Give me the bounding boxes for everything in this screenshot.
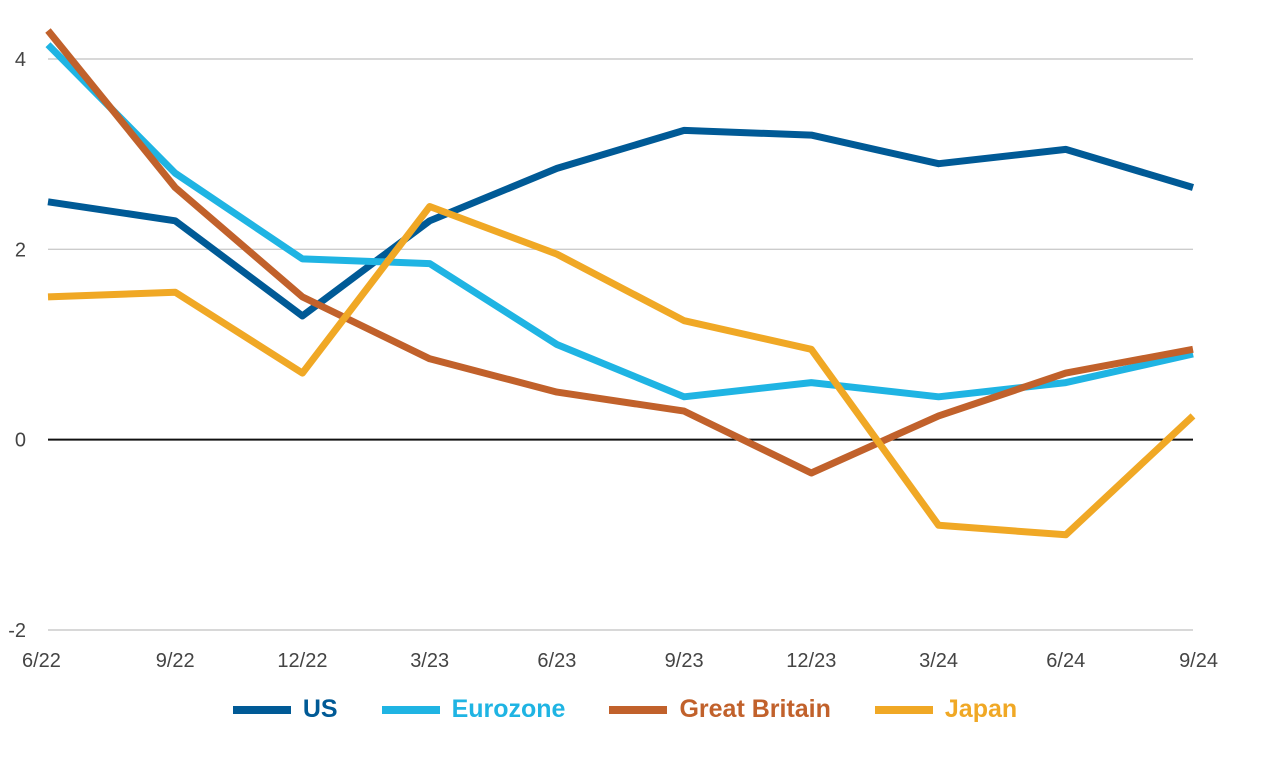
series-line-great-britain — [45, 28, 1194, 477]
legend-label: US — [302, 695, 338, 723]
legend-swatch — [381, 705, 440, 714]
x-axis-tick-labels: 6/22 9/22 12/22 3/23 6/23 9/23 12/23 3/24 6/24 9/… — [22, 650, 1218, 672]
legend-item-japan: Japan — [874, 695, 1018, 724]
legend-item-us: US — [232, 695, 338, 724]
legend: US Eurozone Great Britain Japan — [0, 695, 1250, 724]
x-tick-label: 6/23 — [537, 650, 576, 672]
legend-item-eurozone: Eurozone — [381, 695, 566, 724]
legend-label: Great Britain — [679, 695, 831, 723]
legend-label: Japan — [944, 695, 1018, 723]
x-tick-label: 9/22 — [156, 650, 195, 672]
series-line-eurozone — [45, 42, 1194, 401]
y-tick-label: 4 — [15, 49, 26, 71]
series-line-us — [47, 126, 1195, 320]
gridlines — [48, 58, 1193, 631]
y-tick-label: -2 — [8, 620, 26, 642]
x-tick-label: 9/23 — [665, 650, 704, 672]
x-tick-label: 9/24 — [1179, 650, 1218, 672]
line-chart: 4 2 0 -2 6/22 9/22 12/22 3/23 6/23 9/23 12/23 3/24… — [8, 28, 1218, 672]
y-tick-label: 0 — [15, 430, 26, 452]
legend-swatch — [232, 705, 291, 714]
legend-swatch — [609, 705, 668, 714]
legend-label: Eurozone — [451, 695, 566, 723]
series-lines — [45, 28, 1196, 539]
legend-item-great-britain: Great Britain — [609, 695, 831, 724]
series-line-japan — [47, 203, 1196, 539]
y-tick-label: 2 — [15, 239, 26, 261]
x-tick-label: 6/22 — [22, 650, 61, 672]
x-tick-label: 12/22 — [277, 650, 327, 672]
x-tick-label: 6/24 — [1046, 650, 1085, 672]
x-tick-label: 3/23 — [410, 650, 449, 672]
y-axis-tick-labels: 4 2 0 -2 — [8, 49, 26, 642]
legend-swatch — [874, 705, 933, 714]
x-tick-label: 12/23 — [786, 650, 836, 672]
x-tick-label: 3/24 — [919, 650, 958, 672]
